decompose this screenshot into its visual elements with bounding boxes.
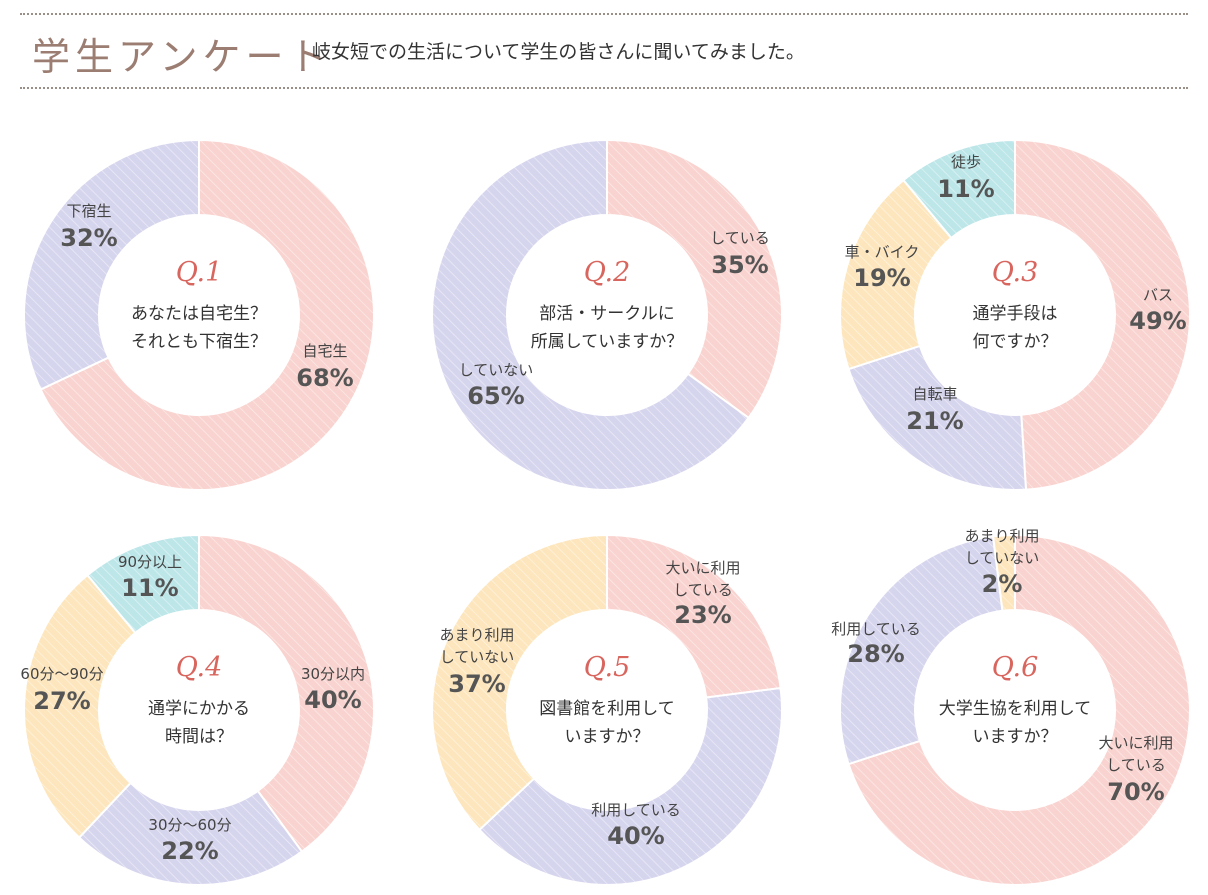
question-number: Q.4 bbox=[176, 652, 223, 683]
donut-slice bbox=[478, 686, 783, 887]
question-text: それとも下宿生？ bbox=[131, 332, 267, 352]
slice-label: していない bbox=[965, 549, 1040, 567]
slice-percent: 21% bbox=[906, 407, 963, 435]
slice-label: 60分～90分 bbox=[20, 665, 103, 683]
slice-percent: 22% bbox=[161, 837, 218, 865]
slice-label: していない bbox=[440, 648, 515, 666]
question-text: 図書館を利用して bbox=[539, 699, 675, 719]
slice-percent: 49% bbox=[1129, 307, 1186, 335]
slice-label: 自宅生 bbox=[302, 342, 347, 360]
bottom-dotted-rule bbox=[20, 87, 1188, 89]
slice-label: 徒歩 bbox=[951, 153, 981, 171]
question-text: 時間は？ bbox=[165, 727, 233, 747]
question-text: 通学にかかる bbox=[148, 699, 250, 719]
slice-percent: 28% bbox=[847, 640, 904, 668]
slice-percent: 37% bbox=[448, 670, 505, 698]
donut-slice bbox=[77, 781, 304, 886]
donut-slice bbox=[847, 533, 1191, 886]
slice-label: 30分～60分 bbox=[148, 816, 231, 834]
question-text: 何ですか？ bbox=[973, 332, 1058, 352]
donut-slice bbox=[431, 138, 750, 491]
slice-label: あまり利用 bbox=[964, 527, 1039, 545]
question-text: いますか？ bbox=[973, 727, 1058, 747]
question-text: 部活・サークルに bbox=[539, 304, 675, 324]
slice-percent: 27% bbox=[33, 687, 90, 715]
slice-percent: 11% bbox=[121, 574, 178, 602]
donut-slice bbox=[23, 138, 200, 391]
donut-slice bbox=[23, 573, 137, 839]
donut-slice bbox=[86, 533, 200, 635]
slice-label: 大いに利用 bbox=[665, 559, 740, 577]
slice-label: している bbox=[710, 229, 770, 247]
donut-slice bbox=[606, 533, 782, 699]
page-title: 学生アンケート bbox=[32, 35, 332, 79]
slice-label: 車・バイク bbox=[845, 243, 920, 261]
donut-slice bbox=[39, 138, 375, 491]
slice-label: 30分以内 bbox=[301, 665, 365, 683]
slice-label: あまり利用 bbox=[439, 626, 514, 644]
slice-percent: 65% bbox=[467, 382, 524, 410]
donut-slice bbox=[198, 533, 375, 853]
slice-percent: 40% bbox=[607, 822, 664, 850]
question-number: Q.2 bbox=[584, 257, 631, 288]
slice-label: していない bbox=[459, 361, 534, 379]
question-number: Q.6 bbox=[992, 652, 1039, 683]
question-text: あなたは自宅生？ bbox=[131, 304, 267, 324]
donut-slice bbox=[839, 535, 1004, 766]
slice-label: 利用している bbox=[831, 620, 921, 638]
question-number: Q.3 bbox=[992, 257, 1039, 288]
slice-label: バス bbox=[1143, 286, 1173, 304]
top-dotted-rule bbox=[20, 13, 1188, 15]
question-text: 所属していますか？ bbox=[531, 332, 684, 352]
question-number: Q.5 bbox=[584, 652, 631, 683]
slice-percent: 70% bbox=[1107, 778, 1164, 806]
slice-label: している bbox=[673, 581, 733, 599]
slice-label: 自転車 bbox=[912, 385, 957, 403]
slice-percent: 19% bbox=[853, 264, 910, 292]
donut-slice bbox=[430, 533, 608, 832]
donut-chart-1: Q.1 あなたは自宅生？ それとも下宿生？ 自宅生 68% 下宿生 32% bbox=[23, 138, 375, 491]
slice-percent: 32% bbox=[60, 224, 117, 252]
donut-slice bbox=[606, 138, 783, 420]
donut-slice bbox=[991, 533, 1016, 612]
slice-percent: 11% bbox=[937, 175, 994, 203]
question-text: 大学生協を利用して bbox=[939, 699, 1092, 719]
donut-slice bbox=[902, 138, 1016, 240]
question-text: 通学手段は bbox=[973, 304, 1058, 324]
slice-percent: 40% bbox=[304, 686, 361, 714]
slice-percent: 2% bbox=[982, 570, 1023, 598]
slice-percent: 35% bbox=[711, 251, 768, 279]
slice-label: 利用している bbox=[591, 801, 681, 819]
slice-label: 大いに利用 bbox=[1098, 734, 1173, 752]
question-number: Q.1 bbox=[176, 257, 223, 288]
page-subtitle: 岐女短での生活について学生の皆さんに聞いてみました。 bbox=[312, 41, 805, 63]
donut-slice bbox=[1014, 138, 1192, 491]
slice-label: している bbox=[1106, 756, 1166, 774]
slice-label: 下宿生 bbox=[66, 202, 111, 220]
slice-percent: 68% bbox=[296, 364, 353, 392]
donut-slice bbox=[847, 344, 1028, 491]
slice-percent: 23% bbox=[674, 601, 731, 629]
question-text: いますか？ bbox=[565, 727, 650, 747]
slice-label: 90分以上 bbox=[118, 553, 182, 571]
